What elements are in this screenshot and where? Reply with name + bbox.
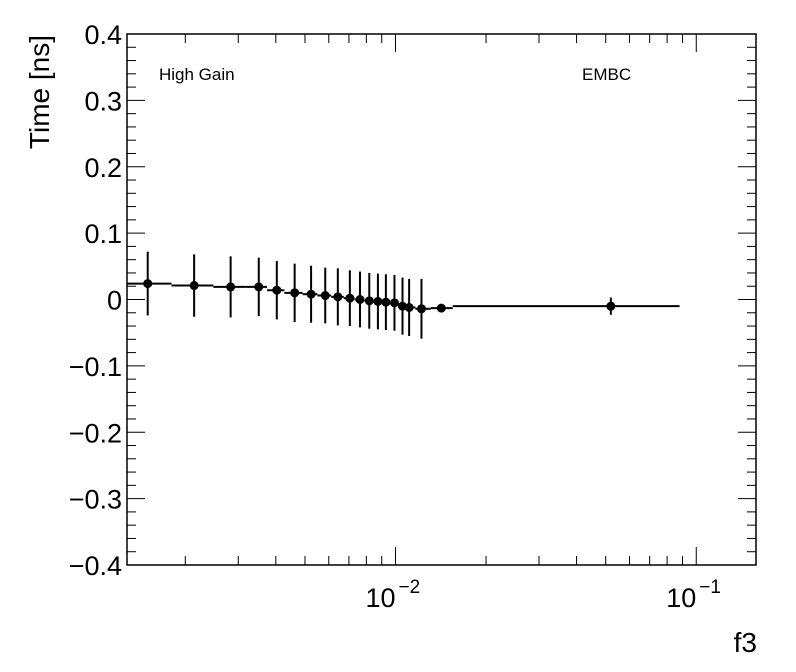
x-axis-tick-labels: 10 −2 10 −1 xyxy=(366,577,721,613)
y-axis-title: Time [ns] xyxy=(24,35,55,149)
x-tick-label-exponent: −2 xyxy=(399,577,421,598)
data-point xyxy=(416,304,426,314)
data-point xyxy=(333,292,343,302)
data-point xyxy=(355,295,365,304)
data-point xyxy=(272,285,282,295)
data-series xyxy=(127,251,680,339)
x-tick-label-base: 10 xyxy=(666,583,696,613)
data-point xyxy=(189,281,199,291)
y-tick-label: −0.3 xyxy=(69,485,122,515)
data-point xyxy=(364,296,374,306)
data-point xyxy=(606,301,616,311)
y-tick-label: −0.2 xyxy=(69,418,122,448)
x-axis-title: f3 xyxy=(734,627,757,658)
data-point xyxy=(436,303,446,313)
x-axis-ticks xyxy=(184,34,697,565)
data-point xyxy=(143,279,153,289)
y-tick-label: 0.2 xyxy=(84,153,122,183)
data-point xyxy=(320,291,330,301)
data-point xyxy=(381,297,391,307)
data-point xyxy=(404,302,414,312)
annotation-left: High Gain xyxy=(159,65,235,84)
data-point xyxy=(290,288,300,298)
x-tick-label-exponent: −1 xyxy=(699,577,721,598)
data-point xyxy=(373,296,383,306)
data-point xyxy=(254,282,264,292)
y-tick-label: 0.4 xyxy=(84,20,122,50)
y-tick-label: −0.1 xyxy=(69,352,122,382)
data-point xyxy=(345,293,355,303)
plot-frame xyxy=(126,33,757,566)
y-tick-label: 0 xyxy=(107,286,122,316)
annotation-right: EMBC xyxy=(582,65,631,84)
y-tick-label: 0.3 xyxy=(84,86,122,116)
y-axis-ticks xyxy=(127,33,756,566)
data-point xyxy=(389,298,399,308)
y-tick-label: 0.1 xyxy=(84,219,122,249)
y-tick-label: −0.4 xyxy=(69,551,122,581)
data-point xyxy=(306,289,316,299)
y-axis-tick-labels: 0.4 0.3 0.2 0.1 0 −0.1 −0.2 −0.3 −0.4 xyxy=(69,20,122,581)
x-tick-label-base: 10 xyxy=(366,583,396,613)
data-point xyxy=(226,282,236,292)
